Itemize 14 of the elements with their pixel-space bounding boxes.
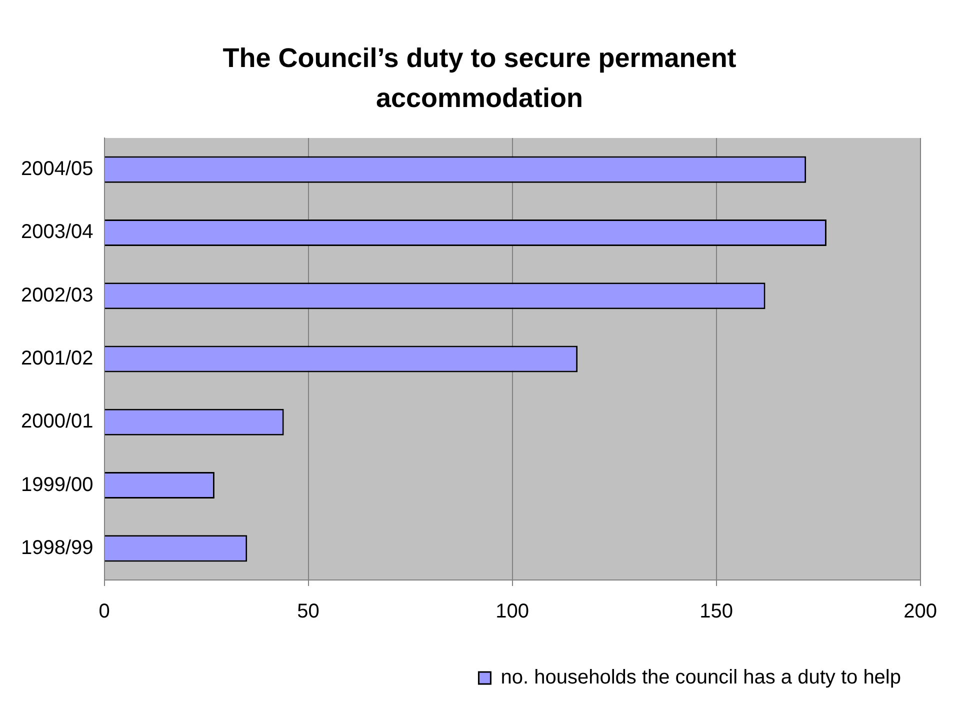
y-tick-label: 2000/01 <box>21 410 94 433</box>
y-tick-label: 2004/05 <box>21 158 94 180</box>
x-tick-label: 150 <box>700 600 733 623</box>
chart-title: The Council’s duty to secure permanent accommodation <box>222 42 738 115</box>
x-tick-label: 50 <box>297 600 320 623</box>
y-tick-label: 1998/99 <box>21 536 94 559</box>
y-tick-label: 1999/00 <box>21 474 94 496</box>
x-tick-label: 200 <box>904 600 938 623</box>
x-tick-label: 0 <box>98 600 110 623</box>
y-tick-label: 2002/03 <box>21 284 94 306</box>
legend-label: no. households the council has a duty to help <box>500 666 902 689</box>
x-tick-label: 100 <box>496 600 529 623</box>
y-tick-label: 2001/02 <box>21 348 94 370</box>
y-tick-label: 2003/04 <box>21 221 94 244</box>
